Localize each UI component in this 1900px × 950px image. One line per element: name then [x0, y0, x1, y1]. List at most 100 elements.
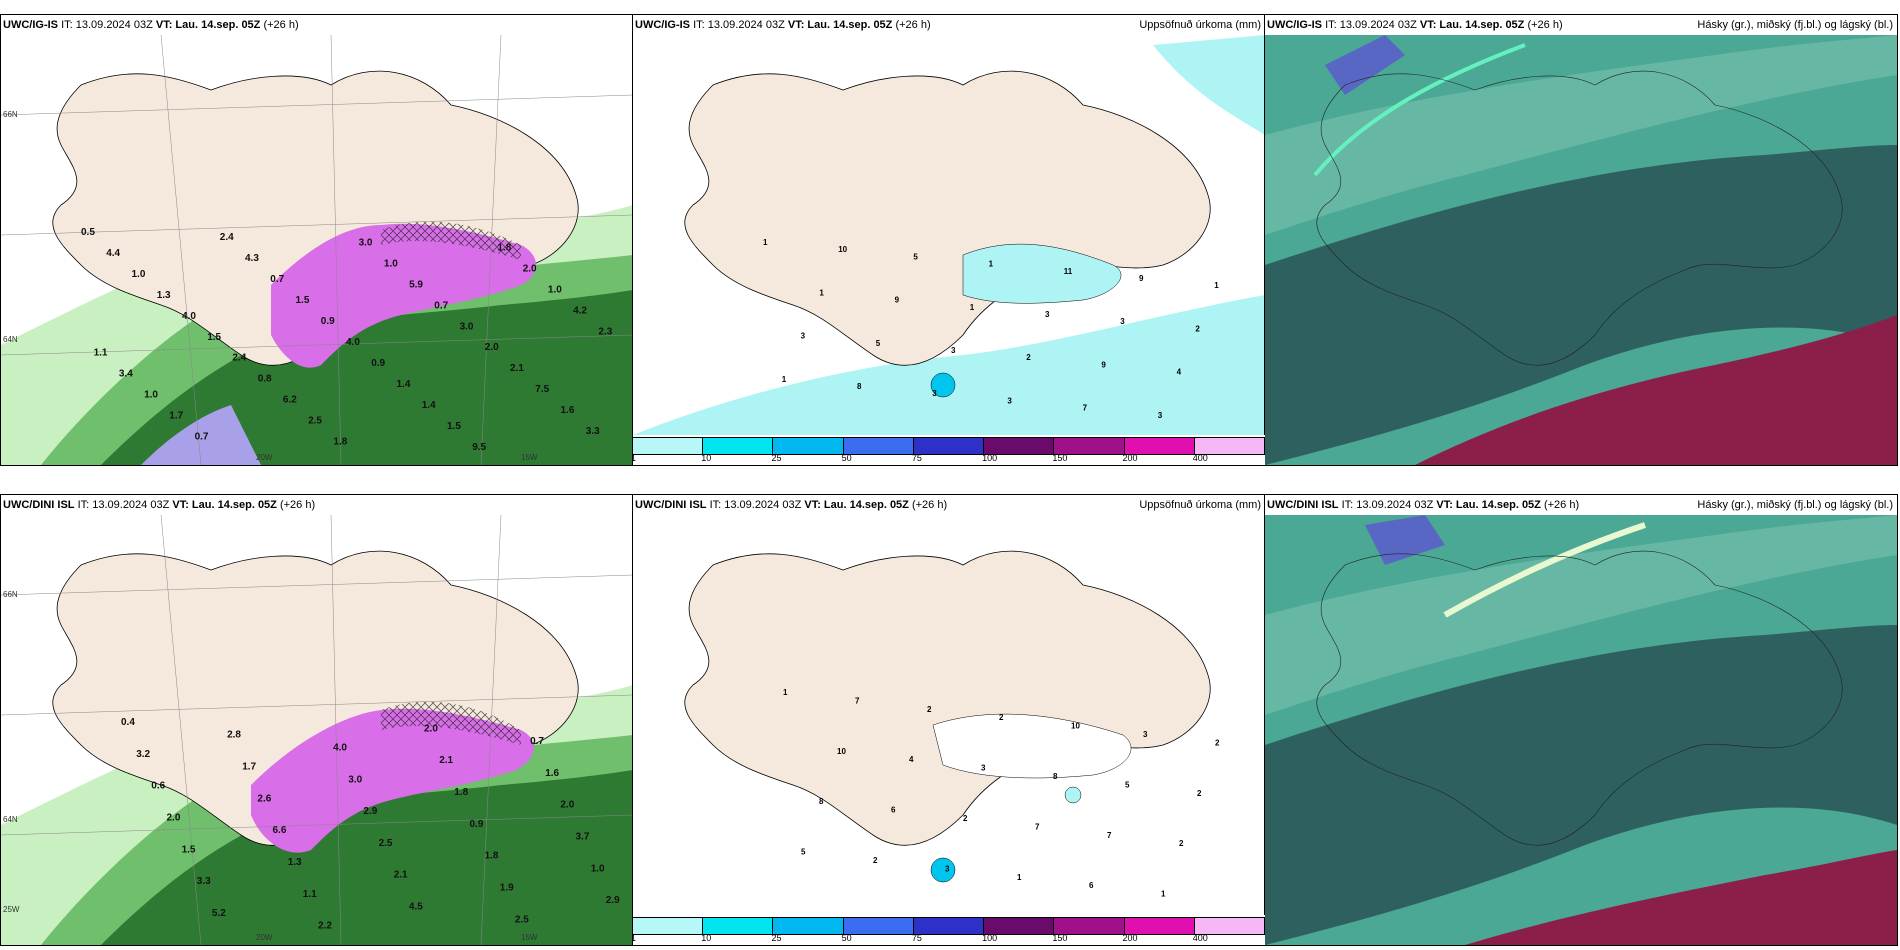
- value-label: 1: [763, 238, 768, 247]
- init-time: IT: 13.09.2024 03Z: [693, 19, 785, 31]
- legend-ticks: 1 10 25 50 75 100 150 200 400: [633, 933, 1265, 945]
- value-label: 8: [857, 382, 862, 391]
- value-label: 1: [1017, 873, 1022, 882]
- legend-swatch: [913, 918, 985, 934]
- value-label: 7: [1083, 404, 1088, 413]
- value-label: 1: [782, 375, 787, 384]
- value-label: 1.4: [422, 400, 436, 411]
- value-label: 1.7: [242, 762, 256, 773]
- value-label: 7: [855, 696, 860, 705]
- panel-dini-wind-precip: UWC/DINI ISL IT: 13.09.2024 03Z VT: Lau.…: [0, 494, 634, 946]
- legend-tick-label: 75: [911, 933, 922, 943]
- lon-label-20: 20W: [256, 453, 273, 462]
- map-clouds: [1265, 35, 1897, 465]
- legend-tick-label: 25: [771, 933, 782, 943]
- legend-colorbar: [633, 437, 1265, 455]
- model-name: UWC/DINI ISL: [3, 499, 75, 511]
- lat-label-66: 66N: [3, 590, 18, 599]
- legend-tick-label: 75: [911, 453, 922, 463]
- legend-tick-label: 50: [841, 453, 852, 463]
- value-label: 3: [945, 864, 950, 873]
- value-label: 4: [1177, 368, 1182, 377]
- value-label: 2: [1026, 353, 1031, 362]
- value-label: 3.0: [348, 774, 362, 785]
- value-label: 1.5: [207, 332, 221, 343]
- panel-header: UWC/IG-IS IT: 13.09.2024 03Z VT: Lau. 14…: [1, 15, 633, 35]
- value-label: 1.0: [384, 258, 398, 269]
- map-accum-precip: 1 2 2 3 2 2 2 3 1 2 3 4 5 6 7 2 6 7 10 10 8 8 7 5 1: [633, 495, 1265, 915]
- panel-subtitle: Uppsöfnuð úrkoma (mm): [1139, 499, 1261, 511]
- valid-time: VT: Lau. 14.sep. 05Z: [1419, 19, 1525, 31]
- legend-tick-label: 10: [701, 933, 712, 943]
- legend-swatch: [913, 438, 985, 454]
- panel-ig-is-accum-precip: UWC/IG-IS IT: 13.09.2024 03Z VT: Lau. 14…: [632, 14, 1266, 466]
- value-label: 0.7: [195, 431, 209, 442]
- value-label: 0.9: [371, 358, 385, 369]
- legend-swatch: [984, 438, 1055, 454]
- value-label: 2.5: [379, 838, 393, 849]
- value-label: 7: [1107, 831, 1112, 840]
- value-label: 2: [927, 705, 932, 714]
- value-label: 4.4: [106, 248, 120, 259]
- panel-dini-clouds: UWC/DINI ISL IT: 13.09.2024 03Z VT: Lau.…: [1264, 494, 1898, 946]
- value-label: 0.9: [321, 316, 335, 327]
- value-label: 2.5: [308, 416, 322, 427]
- value-label: 3: [981, 764, 986, 773]
- panel-header: UWC/IG-IS IT: 13.09.2024 03Z VT: Lau. 14…: [1265, 15, 1897, 35]
- value-label: 1.6: [545, 768, 559, 779]
- legend-swatch: [703, 438, 774, 454]
- valid-time: VT: Lau. 14.sep. 05Z: [1436, 499, 1541, 511]
- precip-legend: 1 10 25 50 75 100 150 200 400: [633, 915, 1265, 945]
- value-label: 5.2: [212, 908, 226, 919]
- value-label: 4: [909, 755, 914, 764]
- value-label: 1.7: [169, 410, 183, 421]
- value-label: 3: [1158, 411, 1163, 420]
- lat-label-66: 66N: [3, 110, 18, 119]
- value-label: 1.0: [132, 269, 146, 280]
- legend-swatch: [1124, 438, 1195, 454]
- legend-tick-label: 100: [982, 933, 998, 943]
- value-label: 1.8: [454, 787, 468, 798]
- value-label: 1.4: [397, 379, 411, 390]
- value-label: 6: [1089, 881, 1094, 890]
- lon-label-20: 20W: [256, 933, 273, 942]
- value-label: 1: [1214, 281, 1219, 290]
- value-label: 2.4: [220, 232, 234, 243]
- value-label: 7: [1035, 822, 1040, 831]
- legend-swatch: [1124, 918, 1195, 934]
- value-label: 2: [999, 713, 1004, 722]
- value-label: 2: [963, 814, 968, 823]
- lat-label-64: 64N: [3, 815, 18, 824]
- legend-tick-label: 10: [701, 453, 712, 463]
- lead-time: (+26 h): [263, 19, 299, 31]
- value-label: 8: [819, 797, 824, 806]
- legend-tick-label: 1: [633, 933, 636, 943]
- value-label: 0.5: [81, 227, 95, 238]
- value-label: 3: [1045, 310, 1050, 319]
- value-label: 2: [1179, 839, 1184, 848]
- panel-dini-accum-precip: UWC/DINI ISL IT: 13.09.2024 03Z VT: Lau.…: [632, 494, 1266, 946]
- value-label: 6.2: [283, 395, 297, 406]
- value-label: 5: [913, 252, 918, 261]
- legend-swatch: [843, 918, 914, 934]
- value-label: 1.0: [144, 389, 158, 400]
- panel-ig-is-wind-precip: UWC/IG-IS IT: 13.09.2024 03Z VT: Lau. 14…: [0, 14, 634, 466]
- value-label: 3.2: [136, 749, 150, 760]
- legend-ticks: 1 10 25 50 75 100 150 200 400: [633, 453, 1265, 465]
- value-label: 3.7: [576, 832, 590, 843]
- value-label: 6: [891, 806, 896, 815]
- value-label: 6.6: [273, 825, 287, 836]
- value-label: 9.5: [472, 442, 486, 453]
- value-label: 1.8: [485, 851, 499, 862]
- value-label: 1.3: [157, 290, 171, 301]
- value-label: 4.0: [182, 311, 196, 322]
- model-name: UWC/DINI ISL: [1267, 499, 1339, 511]
- value-label: 3.4: [119, 368, 133, 379]
- panel-ig-is-clouds: UWC/IG-IS IT: 13.09.2024 03Z VT: Lau. 14…: [1264, 14, 1898, 466]
- value-label: 2: [1215, 738, 1220, 747]
- value-label: 1: [970, 303, 975, 312]
- value-label: 0.9: [470, 819, 484, 830]
- value-label: 9: [1139, 274, 1144, 283]
- value-label: 11: [1064, 267, 1073, 276]
- panel-subtitle: Uppsöfnuð úrkoma (mm): [1139, 19, 1261, 31]
